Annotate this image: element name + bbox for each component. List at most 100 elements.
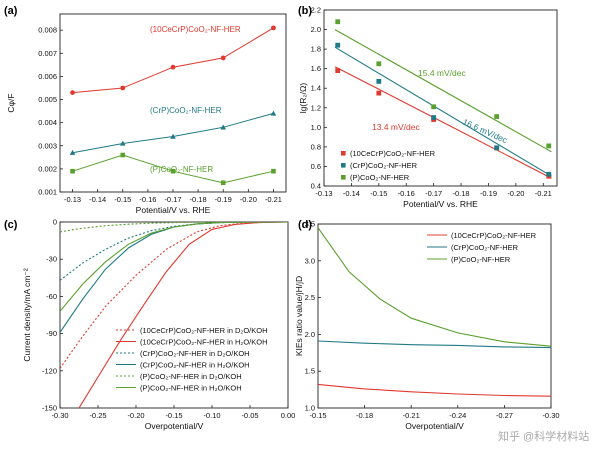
panel-b-ytick-label: 2.0 xyxy=(311,25,321,34)
panel-d-series-line xyxy=(317,227,552,347)
panel-a-data-point xyxy=(170,133,176,139)
panel-b-data-point xyxy=(376,61,382,67)
panel-a-y-axis-title: Cφ/F xyxy=(6,93,16,112)
panel-d-frame xyxy=(317,223,552,409)
panel-a-xtick-label: -0.20 xyxy=(240,195,257,204)
panel-a-xtick-label: -0.14 xyxy=(89,195,106,204)
panel-b-fit-line xyxy=(334,46,552,177)
panel-b-fit-line xyxy=(334,29,552,153)
panel-b-ytick-label: 1.2 xyxy=(311,103,321,112)
panel-d-xtick-label: -0.30 xyxy=(542,411,559,420)
panel-b-ytick-label: 1.6 xyxy=(311,64,321,73)
panel-a-ytick-label: 0.006 xyxy=(38,72,57,81)
panel-d-ytick-label: 3.5 xyxy=(305,220,315,229)
panel-c-xtick-label: -0.20 xyxy=(127,411,144,420)
panel-a-xtick-label: -0.18 xyxy=(190,195,207,204)
panel-b-xtick-label: -0.19 xyxy=(480,189,497,198)
panel-b-legend-marker xyxy=(341,163,346,168)
panel-c-xtick-label: -0.15 xyxy=(165,411,182,420)
panel-b-ytick-label: 0.4 xyxy=(311,182,321,191)
panel-d-label: (d) xyxy=(298,219,312,231)
panel-b-ytick-label: 2.2 xyxy=(311,6,321,15)
panel-b-slope-annotation: 13.4 mV/dec xyxy=(372,122,420,132)
panel-d-series-line xyxy=(317,340,552,349)
panel-b-data-point xyxy=(546,171,552,177)
watermark: 知乎 @科学材料站 xyxy=(498,429,589,443)
panel-c-series-line xyxy=(60,222,288,281)
panel-b-ytick-label: 1.8 xyxy=(311,45,321,54)
panel-c-legend-label: (CrP)CoO₂-NF-HER in H₂O/KOH xyxy=(140,361,250,370)
panel-b-xtick-label: -0.16 xyxy=(398,189,415,198)
panel-d-xtick-label: -0.15 xyxy=(309,411,326,420)
panel-b-legend-label: (10CeCrP)CoO₂-NF-HER xyxy=(350,149,436,158)
panel-a-data-point xyxy=(69,149,76,155)
panel-c-ytick-label: 0 xyxy=(53,218,57,227)
panel-c-legend-label: (P)CoO₂-NF-HER in H₂O/KOH xyxy=(140,384,242,393)
panel-a-data-point xyxy=(119,140,126,146)
panel-a-ytick-label: 0.005 xyxy=(38,95,57,104)
panel-c-legend-label: (CrP)CoO₂-NF-HER in D₂O/KOH xyxy=(140,349,250,358)
panel-c-xtick-label: -0.05 xyxy=(241,411,258,420)
panel-a-data-point xyxy=(271,25,276,31)
panel-a-series-label: (CrP)CoO₂-NF-HER xyxy=(150,106,222,115)
panel-c-legend-label: (10CeCrP)CoO₂-NF-HER in H₂O/KOH xyxy=(140,338,268,347)
panel-a-series-line xyxy=(72,112,274,154)
panel-c-xtick-label: -0.30 xyxy=(51,411,68,420)
panel-d-ytick-label: 1.0 xyxy=(305,404,315,413)
panel-b-legend-label: (P)CoO₂-NF-HER xyxy=(350,173,410,182)
panel-b-legend-marker xyxy=(341,151,346,156)
panel-d-legend-label: (P)CoO₂-NF-HER xyxy=(451,255,511,264)
panel-a-x-axis-title: Potential/V vs. RHE xyxy=(136,205,211,215)
panel-a-data-point xyxy=(220,180,226,186)
panel-c-ytick-label: -120 xyxy=(42,366,57,375)
panel-c-ytick-label: -90 xyxy=(46,329,57,338)
panel-c-series-group xyxy=(60,222,288,408)
panel-a-ytick-label: 0.001 xyxy=(38,188,57,197)
panel-c-xtick-label: 0.00 xyxy=(281,411,296,420)
panel-a-data-point xyxy=(170,64,176,70)
panel-a-xtick-label: -0.21 xyxy=(265,195,282,204)
panel-d-ytick-label: 2.5 xyxy=(305,293,315,302)
panel-b-ytick-label: 0.6 xyxy=(311,162,321,171)
panel-d-chart: -0.15 -0.18 -0.21 -0.24 -0.27 -0.30 1.0 1.5 2.0 2… xyxy=(294,220,560,432)
panel-d-legend-label: (CrP)CoO₂-NF-HER xyxy=(451,243,519,252)
panel-b-ytick-label: 1.0 xyxy=(311,123,321,132)
panel-d-xtick-label: -0.27 xyxy=(496,411,513,420)
panel-c-ytick-label: -60 xyxy=(46,292,57,301)
panel-c-legend-label: (P)CoO₂-NF-HER in D₂O/KOH xyxy=(140,372,242,381)
panel-c-y-axis-title: Current density/mA cm⁻² xyxy=(22,268,32,361)
panel-a-xtick-label: -0.16 xyxy=(139,195,156,204)
panel-c-ytick-label: -30 xyxy=(46,255,57,264)
panel-a-xtick-label: -0.17 xyxy=(164,195,181,204)
panel-a-data-point xyxy=(70,168,75,174)
panel-b-chart: -0.13 -0.14 -0.15 -0.16 -0.17 -0.18 -0.19 -0.20… xyxy=(298,6,558,209)
panel-d-x-axis-title: Overpotential/V xyxy=(405,421,464,431)
panel-c-x-axis-title: Overpotential/V xyxy=(145,421,204,431)
panel-b-x-axis-title: Potential/V vs. RHE xyxy=(403,199,478,209)
panel-b-xtick-label: -0.21 xyxy=(535,189,552,198)
panel-a-data-point xyxy=(220,124,227,130)
panel-a-series-line xyxy=(72,27,274,94)
panel-a-data-point xyxy=(271,168,276,174)
panel-b-data-point xyxy=(431,104,437,110)
panel-c-legend-label: (10CeCrP)CoO₂-NF-HER in D₂O/KOH xyxy=(140,326,268,335)
panel-a-data-point xyxy=(170,168,176,174)
panel-b-data-point xyxy=(376,78,382,84)
panel-b-slope-annotation: 16.6 mV/dec xyxy=(461,117,509,146)
panel-b-data-point xyxy=(376,90,382,96)
panel-a-ytick-label: 0.008 xyxy=(38,26,57,35)
panel-b-data-point xyxy=(431,115,437,120)
panel-b-y-axis-title: lg(R₂/Ω) xyxy=(298,83,308,114)
panel-b-xtick-label: -0.17 xyxy=(425,189,442,198)
panel-a-data-point xyxy=(70,90,75,95)
panel-c-ytick-label: -150 xyxy=(42,404,57,413)
panel-b-xtick-label: -0.15 xyxy=(370,189,387,198)
panel-b-xtick-label: -0.20 xyxy=(507,189,524,198)
panel-d-legend-label: (10CeCrP)CoO₂-NF-HER xyxy=(451,231,537,240)
panel-a-data-point xyxy=(220,55,226,61)
panel-a-xtick-label: -0.13 xyxy=(64,195,81,204)
panel-a-chart: -0.13 -0.14 -0.15 -0.16 -0.17 -0.18 -0.19 -0.20… xyxy=(6,13,287,215)
panel-c-label: (c) xyxy=(4,219,18,231)
panel-b-legend-label: (CrP)CoO₂-NF-HER xyxy=(350,161,418,170)
